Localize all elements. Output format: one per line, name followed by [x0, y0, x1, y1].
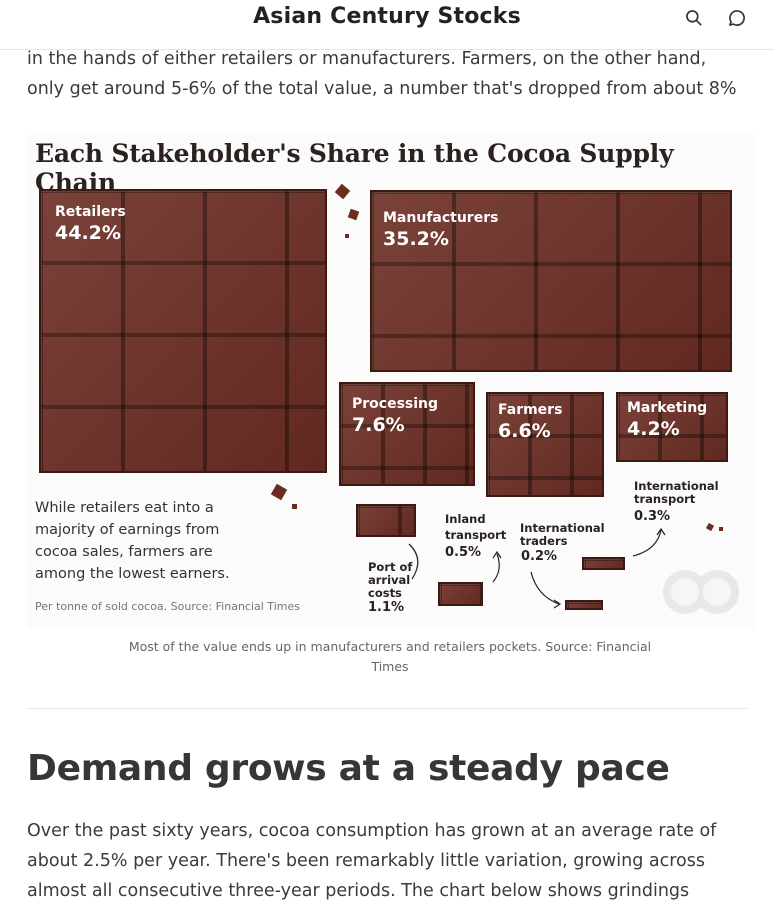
international-traders-arrowhead — [553, 599, 562, 609]
manufacturers-name: Manufacturers — [383, 210, 499, 226]
international-transport-line: International — [634, 479, 719, 493]
inland-transport-line: Inland — [445, 512, 486, 526]
international-transport-percent: 0.3% — [634, 509, 671, 524]
figure-caption: Most of the value ends up in manufacture… — [128, 639, 652, 674]
port-arrival-bar — [356, 504, 416, 537]
publisher-logo-icon — [663, 570, 739, 614]
international-transport-bar — [582, 557, 625, 570]
inland-transport-arrow — [492, 553, 500, 583]
marketing-label: Marketing 4.2% — [627, 400, 707, 440]
search-icon[interactable] — [682, 6, 706, 30]
inland-transport-arrowhead — [492, 550, 502, 559]
port-arrival-line: costs — [368, 586, 402, 600]
international-traders-line: traders — [520, 534, 568, 548]
international-traders-label: International traders — [520, 522, 605, 548]
site-title[interactable]: Asian Century Stocks — [253, 4, 521, 29]
infographic-source: Per tonne of sold cocoa. Source: Financi… — [35, 600, 300, 613]
inland-transport-bar — [438, 582, 483, 606]
retailers-percent: 44.2% — [55, 222, 121, 244]
port-arrival-arrow — [408, 543, 419, 580]
international-traders-percent: 0.2% — [521, 549, 558, 564]
manufacturers-bar — [370, 190, 732, 372]
processing-name: Processing — [352, 396, 439, 412]
comment-icon[interactable] — [725, 6, 749, 30]
international-transport-arrow — [632, 529, 662, 557]
farmers-bar — [486, 392, 604, 497]
top-bar: Asian Century Stocks — [0, 0, 774, 50]
manufacturers-label: Manufacturers 35.2% — [383, 210, 498, 250]
international-traders-line: International — [520, 521, 605, 535]
retailers-label: Retailers 44.2% — [55, 204, 126, 244]
international-transport-arrowhead — [656, 527, 666, 536]
pointer-arrows — [408, 527, 666, 609]
international-traders-arrow — [530, 571, 560, 605]
farmers-label: Farmers 6.6% — [498, 402, 562, 442]
intro-paragraph: in the hands of either retailers or manu… — [27, 49, 737, 99]
marketing-name: Marketing — [627, 400, 708, 416]
retailers-name: Retailers — [55, 204, 126, 220]
processing-percent: 7.6% — [352, 414, 405, 436]
marketing-percent: 4.2% — [627, 418, 680, 440]
retailers-bar — [39, 189, 327, 473]
processing-label: Processing 7.6% — [352, 396, 438, 436]
international-traders-bar — [565, 600, 603, 610]
section-divider — [27, 708, 747, 709]
farmers-percent: 6.6% — [498, 420, 551, 442]
port-arrival-label: Port of arrival costs — [368, 561, 412, 600]
farmers-name: Farmers — [498, 402, 563, 418]
infographic-note: While retailers eat into a majority of e… — [35, 500, 230, 582]
international-transport-line: transport — [634, 492, 696, 506]
chocolate-crumb — [345, 234, 349, 238]
port-arrival-line: Port of — [368, 560, 413, 574]
inland-transport-percent: 0.5% — [445, 545, 482, 560]
inland-transport-label: Inland transport — [445, 513, 506, 542]
chocolate-crumb — [292, 504, 297, 509]
section-heading: Demand grows at a steady pace — [27, 748, 670, 789]
chocolate-crumb — [719, 527, 723, 531]
body-paragraph: Over the past sixty years, cocoa consump… — [27, 821, 717, 901]
international-transport-label: International transport — [634, 480, 719, 506]
inland-transport-line: transport — [445, 528, 507, 542]
port-arrival-line: arrival — [368, 573, 411, 587]
processing-bar — [339, 382, 475, 486]
port-arrival-percent: 1.1% — [368, 600, 405, 615]
infographic: Each Stakeholder's Share in the Cocoa Su… — [27, 134, 755, 628]
marketing-bar — [616, 392, 728, 462]
manufacturers-percent: 35.2% — [383, 228, 449, 250]
